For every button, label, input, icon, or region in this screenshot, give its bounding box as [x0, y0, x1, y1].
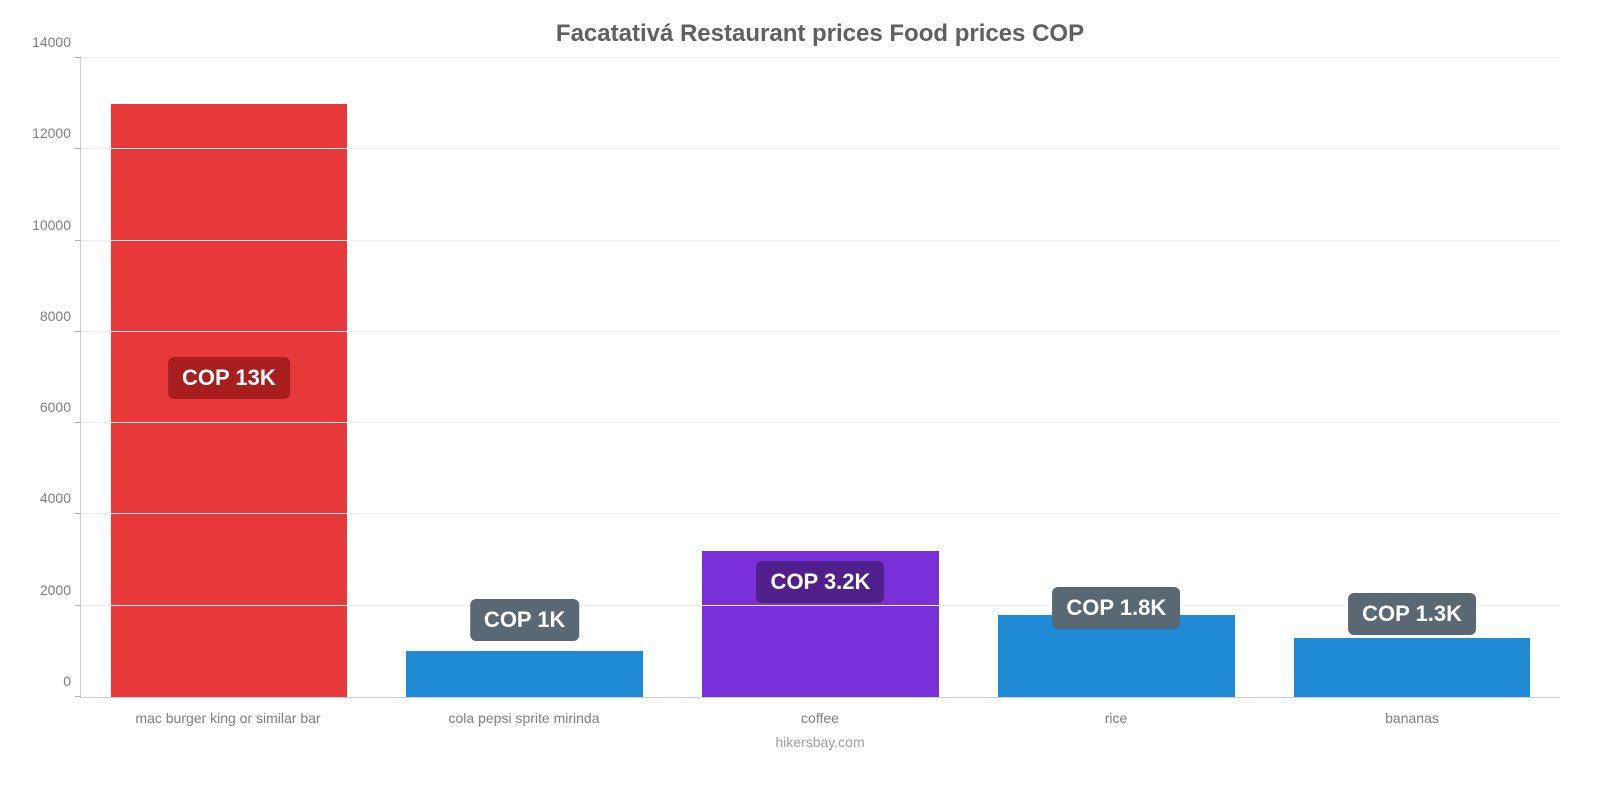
- x-axis-labels: mac burger king or similar barcola pepsi…: [80, 710, 1560, 726]
- gridline: [81, 57, 1560, 58]
- y-tick-label: 8000: [40, 308, 81, 324]
- y-tick-label: 6000: [40, 399, 81, 415]
- chart-container: Facatativá Restaurant prices Food prices…: [0, 0, 1600, 800]
- gridline: [81, 605, 1560, 606]
- y-tick-mark: [75, 513, 81, 514]
- x-axis-label: cola pepsi sprite mirinda: [376, 710, 672, 726]
- bar: [1294, 638, 1531, 697]
- value-badge: COP 3.2K: [757, 561, 885, 603]
- bar-slot: COP 1.3K: [1264, 58, 1560, 697]
- y-tick-label: 12000: [32, 125, 81, 141]
- x-axis-label: rice: [968, 710, 1264, 726]
- value-badge: COP 1K: [470, 599, 580, 641]
- bars-row: COP 13K COP 1K COP 3.2K COP 1.8K COP 1.3K: [81, 58, 1560, 697]
- bar-slot: COP 3.2K: [673, 58, 969, 697]
- y-tick-mark: [75, 240, 81, 241]
- gridline: [81, 422, 1560, 423]
- x-axis-label: mac burger king or similar bar: [80, 710, 376, 726]
- y-tick-mark: [75, 422, 81, 423]
- chart-title: Facatativá Restaurant prices Food prices…: [80, 20, 1560, 48]
- y-tick-label: 2000: [40, 582, 81, 598]
- bar-slot: COP 13K: [81, 58, 377, 697]
- value-badge: COP 1.8K: [1052, 587, 1180, 629]
- chart-footer: hikersbay.com: [80, 734, 1560, 750]
- x-axis-label: coffee: [672, 710, 968, 726]
- bar: [406, 651, 643, 697]
- y-tick-label: 0: [63, 673, 81, 689]
- x-axis-label: bananas: [1264, 710, 1560, 726]
- bar-slot: COP 1.8K: [968, 58, 1264, 697]
- gridline: [81, 148, 1560, 149]
- y-tick-mark: [75, 331, 81, 332]
- value-badge: COP 13K: [168, 357, 290, 399]
- y-tick-label: 14000: [32, 34, 81, 50]
- value-badge: COP 1.3K: [1348, 593, 1476, 635]
- gridline: [81, 513, 1560, 514]
- bar: [111, 104, 348, 697]
- bar-slot: COP 1K: [377, 58, 673, 697]
- y-tick-label: 4000: [40, 490, 81, 506]
- y-tick-label: 10000: [32, 217, 81, 233]
- gridline: [81, 240, 1560, 241]
- plot-area: COP 13KCOP 1KCOP 3.2KCOP 1.8KCOP 1.3K 02…: [80, 58, 1560, 698]
- y-tick-mark: [75, 148, 81, 149]
- y-tick-mark: [75, 605, 81, 606]
- y-tick-mark: [75, 57, 81, 58]
- gridline: [81, 331, 1560, 332]
- y-tick-mark: [75, 696, 81, 697]
